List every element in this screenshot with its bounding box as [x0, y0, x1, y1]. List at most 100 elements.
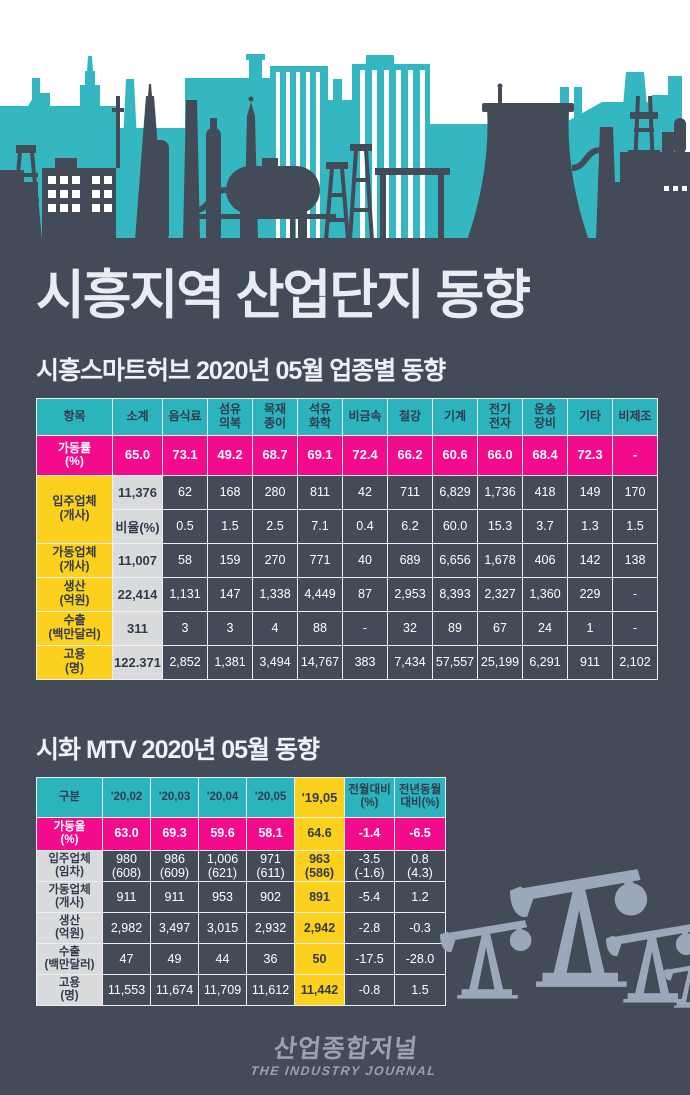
table1-rate-label: 가동률 (%)	[36, 434, 113, 476]
table1-column-header: 목재 종이	[252, 397, 298, 436]
table2-column-header: '20,05	[246, 776, 295, 818]
table1-rate-value: 72.3	[567, 434, 613, 476]
table2-row-label: 고용 (명)	[36, 974, 103, 1007]
table2-data-row: 고용 (명) 11,553 11,674 11,709 11,612 11,442 -0.8…	[36, 974, 446, 1007]
table2-value-cell: 69.3	[150, 816, 199, 851]
table1-value-cell: 2,852	[162, 644, 208, 680]
table1-data-row: 수출 (백만달러) 311 3 3 4 88-32 89 67 24 1-	[36, 610, 658, 646]
table1-rate-value: 66.2	[387, 434, 433, 476]
table1-subtotal-cell: 22,414	[112, 576, 163, 612]
table1-value-cell: 170	[612, 474, 658, 510]
smart-hub-table: 항목 소계 음식료 섬유 의복 목재 종이 석유 화학 비금속 철강 기계 전기 전자 운송 장비 기…	[36, 397, 658, 680]
table1-column-header: 음식료	[162, 397, 208, 436]
table2-value-cell: -2.8	[344, 912, 395, 945]
table1-value-cell: -	[342, 610, 388, 646]
pipes	[195, 147, 601, 213]
table2-value-cell: 3,015	[198, 912, 247, 945]
table2-value-cell: 58.1	[246, 816, 295, 851]
table1-value-cell: 280	[252, 474, 298, 510]
table1-value-cell: 3	[207, 610, 253, 646]
table2-data-row: 수출 (백만달러) 47 49 44 36 50 -17.5 -28.0	[36, 943, 446, 976]
table1-value-cell: 811	[297, 474, 343, 510]
table1-rate-value: 68.4	[522, 434, 568, 476]
table1-value-cell: 7.1	[297, 508, 343, 544]
table2-value-cell: -6.5	[394, 816, 446, 851]
dark-skyline	[0, 83, 690, 264]
table1-column-header: 항목	[36, 397, 113, 436]
table1-rate-value: 65.0	[112, 434, 163, 476]
table2-value-cell: 11,709	[198, 974, 247, 1007]
table1-value-cell: 142	[567, 542, 613, 578]
table1-value-cell: 1	[567, 610, 613, 646]
table1-row-label: 고용 (명)	[36, 644, 113, 680]
table2-value-cell: 971 (611)	[246, 849, 295, 883]
table1-row-label: 가동업체 (개사)	[36, 542, 113, 578]
table2-value-cell: -0.8	[344, 974, 395, 1007]
table1-value-cell: 159	[207, 542, 253, 578]
window-stripes	[276, 70, 425, 250]
table1-value-cell: 67	[477, 610, 523, 646]
table2-value-cell: 11,674	[150, 974, 199, 1007]
sihwa-mtv-table: 구분 '20,02'20,03'20,04'20,05'19,05 전월대비 (%)…	[36, 776, 446, 1007]
table1-value-cell: 147	[207, 576, 253, 612]
table2-value-cell: 3,497	[150, 912, 199, 945]
table1-rate-value: 68.7	[252, 434, 298, 476]
section1-title: 시흥스마트허브 2020년 05월 업종별 동향	[36, 356, 446, 385]
table1-column-header: 석유 화학	[297, 397, 343, 436]
table2-column-header: 구분	[36, 776, 103, 818]
table1-subtotal-cell: 11,007	[112, 542, 163, 578]
section2-title: 시화 MTV 2020년 05월 동향	[36, 735, 320, 764]
table1-data-row: 생산 (억원) 22,414 1,131 147 1,338 4,449 87 2,953 8,…	[36, 576, 658, 612]
building-windows	[48, 176, 687, 212]
table1-rate-row: 가동률 (%) 65.0 73.1 49.2 68.7 69.1 72.4 66.2 60.6 6…	[36, 434, 658, 476]
table1-value-cell: 6.2	[387, 508, 433, 544]
table1-data-row: 고용 (명) 122.371 2,852 1,381 3,494 14,767 383 7,4…	[36, 644, 658, 680]
table1-value-cell: 88	[297, 610, 343, 646]
table2-column-header: '19,05	[294, 776, 345, 818]
table1-value-cell: 6,656	[432, 542, 478, 578]
table2-value-cell: 2,942	[294, 912, 345, 945]
table1-value-cell: 3.7	[522, 508, 568, 544]
table1-value-cell: 270	[252, 542, 298, 578]
table1-header-row: 항목 소계 음식료 섬유 의복 목재 종이 석유 화학 비금속 철강 기계 전기 전자 운송 장비 기…	[36, 397, 658, 436]
table1-data-row: 가동업체 (개사) 11,007 58 159 270 771 40 689 6,656 1,67…	[36, 542, 658, 578]
table1-value-cell: 6,829	[432, 474, 478, 510]
table2-header-row: 구분 '20,02'20,03'20,04'20,05'19,05 전월대비 (%)…	[36, 776, 446, 818]
table1-column-header: 기계	[432, 397, 478, 436]
table2-value-cell: 63.0	[102, 816, 151, 851]
table2-column-header: '20,02	[102, 776, 151, 818]
table2-data-row: 가동업체 (개사) 911 911 953 902 891 -5.4 1.2	[36, 881, 446, 914]
table2-value-cell: 911	[150, 881, 199, 914]
table1-value-cell: 60.0	[432, 508, 478, 544]
table1-rate-value: 73.1	[162, 434, 208, 476]
table1-value-cell: 1.3	[567, 508, 613, 544]
table1-value-cell: 3	[162, 610, 208, 646]
table2-row-label: 가동율 (%)	[36, 816, 103, 851]
logo-korean-text: 산업종합저널	[272, 1034, 420, 1063]
table2-column-header: 전년동월 대비(%)	[394, 776, 446, 818]
table1-value-cell: 771	[297, 542, 343, 578]
table1-value-cell: 229	[567, 576, 613, 612]
table1-rate-value: 60.6	[432, 434, 478, 476]
table1-value-cell: 3,494	[252, 644, 298, 680]
table1-value-cell: 7,434	[387, 644, 433, 680]
table2-value-cell: 47	[102, 943, 151, 976]
table1-value-cell: 149	[567, 474, 613, 510]
table2-value-cell: 50	[294, 943, 345, 976]
table2-row-label: 입주업체 (임차)	[36, 849, 103, 883]
table2-value-cell: 2,932	[246, 912, 295, 945]
table2-data-row: 가동율 (%) 63.0 69.3 59.6 58.1 64.6 -1.4 -6.5	[36, 816, 446, 851]
table1-value-cell: 911	[567, 644, 613, 680]
table2-value-cell: 911	[102, 881, 151, 914]
table1-value-cell: 1,736	[477, 474, 523, 510]
table1-data-row: 비율(%) 0.5 1.5 2.5 7.1 0.4 6.2 60.0 15.3 3.7 1.3 1.5	[37, 508, 658, 544]
table1-value-cell: 0.4	[342, 508, 388, 544]
table1-value-cell: 689	[387, 542, 433, 578]
table1-rate-value: -	[612, 434, 658, 476]
table1-value-cell: 1,381	[207, 644, 253, 680]
table1-value-cell: 418	[522, 474, 568, 510]
table1-value-cell: 32	[387, 610, 433, 646]
table1-rate-value: 69.1	[297, 434, 343, 476]
table1-value-cell: 168	[207, 474, 253, 510]
